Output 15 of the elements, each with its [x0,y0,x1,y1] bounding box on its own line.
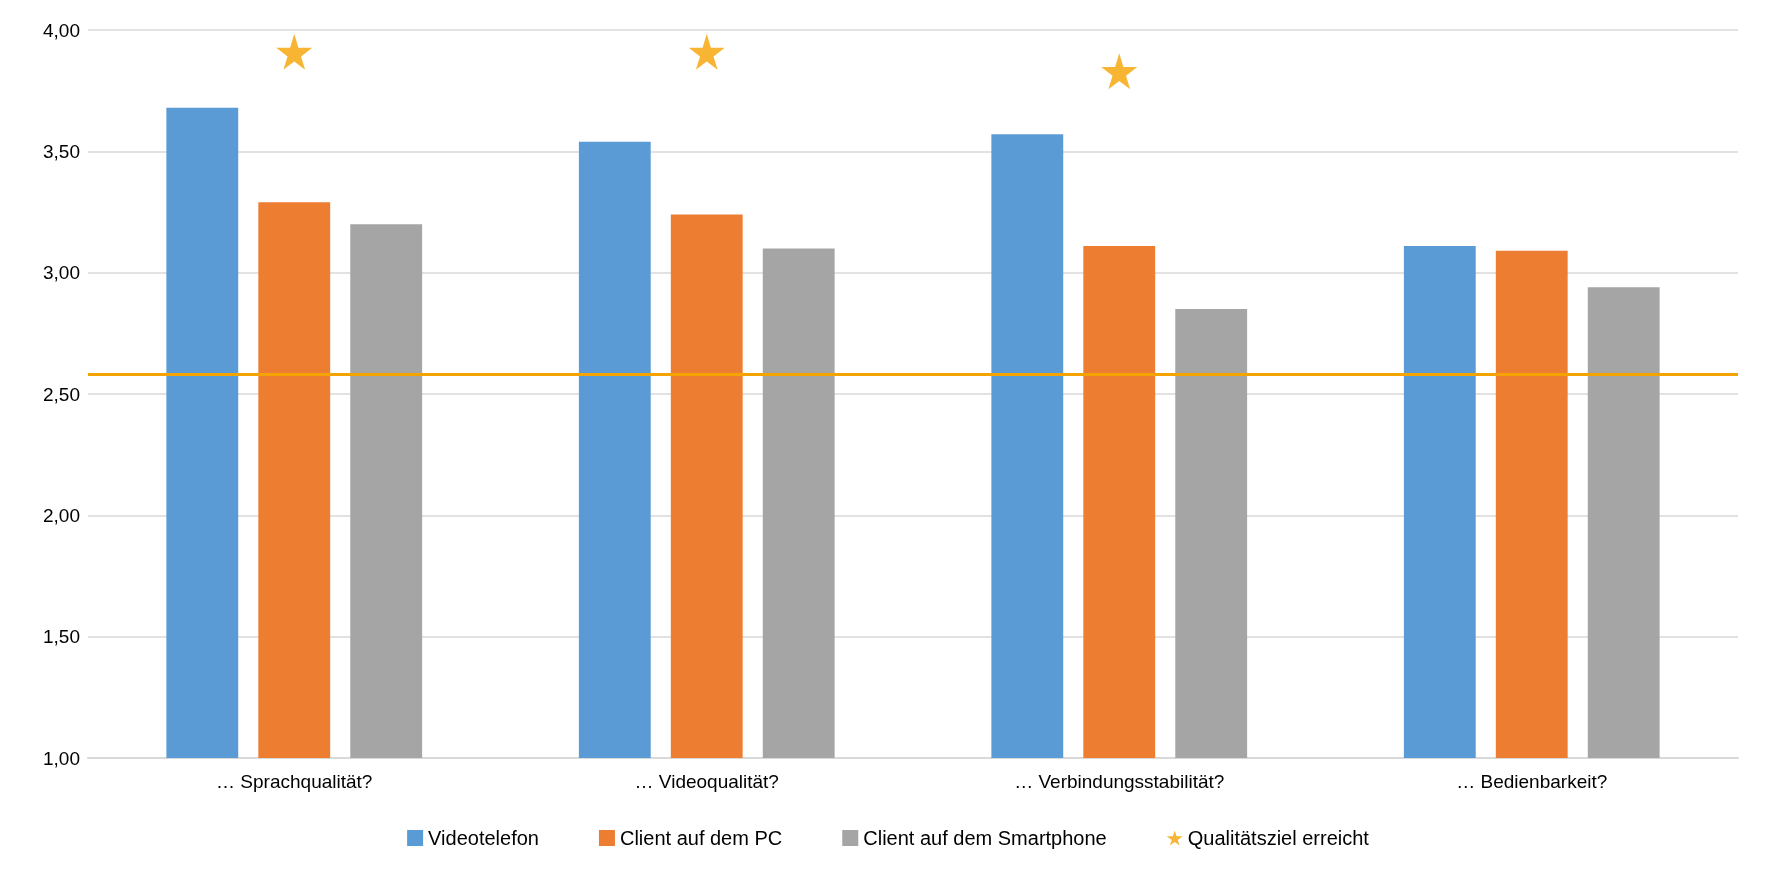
x-tick-label: … Videoqualität? [634,771,779,792]
legend-label: Client auf dem PC [619,827,783,849]
y-tick-label: 4,00 [43,19,80,41]
y-tick-label: 3,00 [43,262,80,284]
y-tick-label: 3,50 [43,140,80,162]
x-tick-label: … Sprachqualität? [216,771,373,792]
legend-label: Client auf dem Smartphone [863,827,1107,849]
x-tick-label: … Bedienbarkeit? [1456,771,1608,792]
legend-label: Videotelefon [428,827,539,849]
x-tick-label: … Verbindungsstabilität? [1014,771,1225,792]
y-tick-label: 2,50 [43,383,80,405]
y-tick-label: 2,00 [43,504,80,526]
legend-label: Qualitätsziel erreicht [1187,827,1370,849]
y-tick-label: 1,00 [43,747,80,769]
y-tick-label: 1,50 [43,626,80,648]
